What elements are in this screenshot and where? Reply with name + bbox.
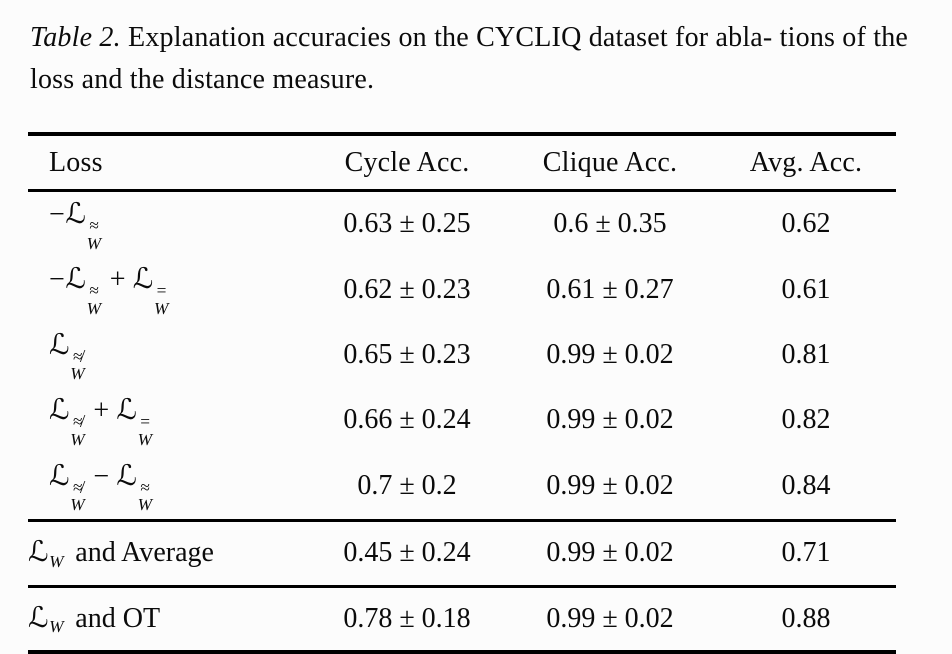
header-clique-acc: Clique Acc.	[542, 147, 678, 178]
avg-acc-cell: 0.84	[781, 469, 831, 501]
script-L: ℒ	[116, 460, 137, 492]
cycle-acc-cell: 0.65 ± 0.23	[343, 338, 471, 370]
clique-acc-cell: 0.99 ± 0.02	[546, 602, 674, 634]
clique-acc-cell: 0.99 ± 0.02	[546, 469, 674, 501]
loss-label-cell: ℒ ≉ W + ℒ = W	[28, 388, 310, 453]
loss-label-cell: ℒ ≉ W	[28, 323, 310, 388]
cycle-acc-cell: 0.63 ± 0.25	[343, 208, 471, 240]
avg-acc-cell: 0.88	[781, 602, 831, 634]
loss-label-cell: −ℒ ≈ W	[28, 191, 310, 258]
avg-acc-cell: 0.62	[781, 208, 831, 240]
cycle-acc-cell: 0.78 ± 0.18	[343, 602, 471, 634]
script-L: ℒ	[49, 395, 70, 427]
script-L: ℒ	[116, 395, 137, 427]
avg-acc-cell: 0.82	[781, 404, 831, 436]
table-group-loss-ablations: −ℒ ≈ W 0.63 ± 0.25 0.6 ± 0.35 0.62 −ℒ ≈ W + ℒ =…	[28, 191, 896, 521]
clique-acc-cell: 0.6 ± 0.35	[553, 208, 667, 240]
loss-formula: ℒ ≉ W + ℒ = W	[49, 395, 153, 449]
avg-acc-cell: 0.71	[781, 536, 831, 568]
clique-acc-cell: 0.99 ± 0.02	[546, 404, 674, 436]
loss-formula: −ℒ ≈ W	[49, 199, 102, 253]
script-L: ℒ	[65, 199, 86, 230]
loss-label-cell: ℒW and OT	[28, 586, 310, 652]
table-header: Loss Cycle Acc. Clique Acc. Avg. Acc.	[28, 134, 896, 191]
table-row: −ℒ ≈ W 0.63 ± 0.25 0.6 ± 0.35 0.62	[28, 191, 896, 258]
table-group-ot: ℒW and OT 0.78 ± 0.18 0.99 ± 0.02 0.88	[28, 586, 896, 652]
table-caption: Table 2. Explanation accuracies on the C…	[30, 17, 920, 101]
script-L: ℒ	[65, 264, 86, 296]
cycle-acc-cell: 0.7 ± 0.2	[357, 469, 457, 501]
results-table: Loss Cycle Acc. Clique Acc. Avg. Acc. −ℒ…	[28, 132, 896, 654]
table-row: ℒW and OT 0.78 ± 0.18 0.99 ± 0.02 0.88	[28, 586, 896, 652]
script-L: ℒ	[49, 460, 70, 492]
loss-formula: −ℒ ≈ W + ℒ = W	[49, 264, 169, 319]
caption-label: Table 2.	[30, 22, 121, 53]
page: { "caption": { "label": "Table 2.", "lin…	[0, 17, 952, 654]
loss-label-cell: ℒ ≉ W − ℒ ≈ W	[28, 454, 310, 521]
table-row: ℒ ≉ W − ℒ ≈ W 0.7 ± 0.2 0.99 ± 0.02 0.84	[28, 454, 896, 521]
loss-formula: ℒ ≉ W − ℒ ≈ W	[49, 460, 153, 515]
header-row: Loss Cycle Acc. Clique Acc. Avg. Acc.	[28, 134, 896, 191]
script-L: ℒ	[132, 264, 154, 296]
caption-text-line1: Explanation accuracies on the CYCLIQ dat…	[128, 22, 773, 53]
loss-label-cell: ℒW and Average	[28, 520, 310, 586]
table-row: ℒ ≉ W 0.65 ± 0.23 0.99 ± 0.02 0.81	[28, 323, 896, 388]
table-row: −ℒ ≈ W + ℒ = W 0.62 ± 0.23 0.61 ± 0.27 0.61	[28, 257, 896, 322]
script-L: ℒ	[28, 536, 49, 568]
loss-label-cell: −ℒ ≈ W + ℒ = W	[28, 257, 310, 322]
loss-formula: ℒ ≉ W	[49, 329, 86, 384]
script-L: ℒ	[28, 602, 49, 634]
header-avg-acc: Avg. Acc.	[749, 147, 863, 178]
script-L: ℒ	[49, 329, 70, 361]
avg-acc-cell: 0.61	[781, 273, 831, 305]
loss-formula: ℒW and Average	[28, 536, 214, 571]
cycle-acc-cell: 0.62 ± 0.23	[343, 273, 471, 305]
clique-acc-cell: 0.61 ± 0.27	[546, 273, 674, 305]
header-loss: Loss	[49, 147, 103, 178]
cycle-acc-cell: 0.66 ± 0.24	[343, 404, 471, 436]
loss-formula: ℒW and OT	[28, 602, 161, 637]
table-row: ℒW and Average 0.45 ± 0.24 0.99 ± 0.02 0.…	[28, 520, 896, 586]
avg-acc-cell: 0.81	[781, 338, 831, 370]
table-group-average: ℒW and Average 0.45 ± 0.24 0.99 ± 0.02 0.…	[28, 520, 896, 587]
caption-text-line2: tions of the loss and the distance measu…	[30, 22, 909, 95]
table-row: ℒ ≉ W + ℒ = W 0.66 ± 0.24 0.99 ± 0.02 0.82	[28, 388, 896, 453]
header-cycle-acc: Cycle Acc.	[344, 147, 470, 178]
clique-acc-cell: 0.99 ± 0.02	[546, 536, 674, 568]
clique-acc-cell: 0.99 ± 0.02	[546, 338, 674, 370]
cycle-acc-cell: 0.45 ± 0.24	[343, 536, 471, 568]
